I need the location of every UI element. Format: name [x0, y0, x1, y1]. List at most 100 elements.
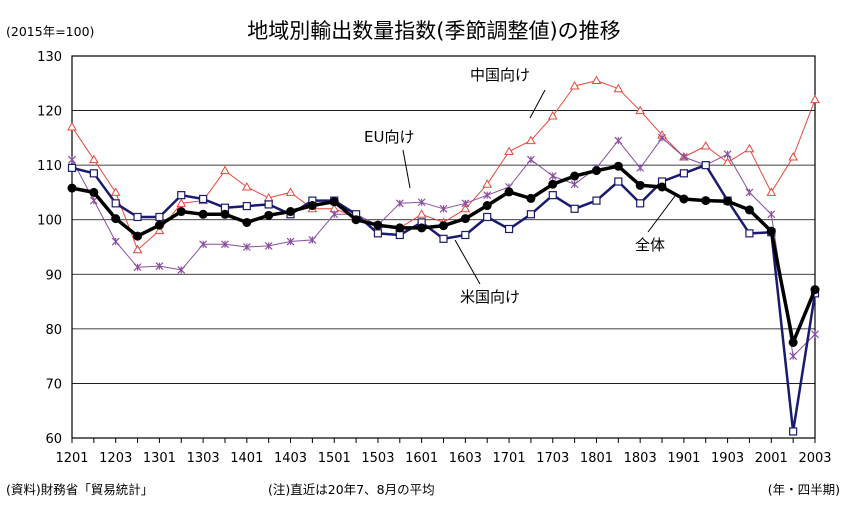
series-2: [67, 161, 820, 436]
y-tick-label: 100: [37, 214, 62, 229]
x-tick-label: 1303: [187, 451, 220, 466]
data-point: [679, 169, 688, 178]
leader-total: [647, 195, 676, 233]
data-point: [395, 199, 404, 208]
x-tick-label: 2001: [755, 451, 788, 466]
data-point: [788, 151, 799, 161]
data-point: [461, 199, 470, 208]
data-point: [111, 199, 120, 208]
data-point: [504, 187, 514, 197]
data-point: [242, 201, 251, 211]
data-point: [788, 338, 798, 347]
data-point: [483, 212, 492, 222]
data-point: [329, 197, 339, 207]
data-point: [635, 105, 646, 115]
data-point: [88, 154, 99, 164]
x-tick-label: 1503: [361, 451, 394, 466]
data-point: [810, 285, 820, 295]
data-point: [133, 231, 143, 241]
plot-frame: [71, 55, 816, 439]
y-tick-label: 120: [37, 105, 62, 120]
leader-eu: [402, 149, 411, 189]
x-tick-label: 1701: [493, 451, 526, 466]
data-point: [592, 196, 601, 205]
annotation-us: 米国向け: [460, 288, 520, 306]
data-point: [417, 223, 427, 233]
x-tick-label: 1501: [318, 451, 351, 466]
data-point: [89, 187, 99, 197]
data-point: [198, 209, 208, 219]
data-point: [132, 244, 143, 254]
data-point: [220, 165, 230, 175]
data-point: [89, 196, 98, 205]
x-tick-label: 1203: [99, 451, 132, 466]
data-point: [679, 153, 688, 161]
data-point: [700, 141, 711, 150]
series-3: [67, 161, 820, 347]
data-point: [744, 205, 754, 215]
data-point: [723, 150, 732, 159]
y-axis-ticks: 60 70 80 90 100 110 120 130: [37, 50, 62, 447]
data-point: [177, 265, 186, 274]
data-point: [154, 220, 164, 230]
x-tick-label: 1201: [55, 451, 88, 466]
data-point: [417, 198, 426, 207]
data-point: [460, 214, 470, 224]
data-point: [373, 220, 383, 230]
data-point: [67, 183, 77, 193]
data-point: [286, 207, 296, 217]
data-point: [439, 221, 448, 231]
data-point: [133, 263, 142, 272]
data-point: [351, 215, 361, 225]
data-point: [569, 81, 580, 90]
data-point: [111, 214, 121, 224]
data-point: [482, 201, 492, 211]
footnote: (注)直近は20年7、8月の平均: [268, 482, 435, 497]
data-point: [504, 224, 514, 234]
data-point: [635, 180, 645, 190]
data-point: [308, 235, 317, 244]
data-point: [154, 225, 165, 235]
data-point: [613, 161, 623, 171]
data-point: [416, 209, 427, 218]
data-point: [155, 262, 164, 271]
data-point: [745, 229, 754, 238]
data-point: [111, 237, 120, 246]
data-point: [744, 143, 755, 153]
chart-title: 地域別輸出数量指数(季節調整値)の推移: [247, 19, 620, 43]
data-point: [591, 75, 602, 85]
y-tick-label: 80: [45, 323, 62, 338]
data-point: [789, 352, 798, 361]
data-point: [461, 230, 470, 240]
x-tick-label: 1301: [143, 451, 176, 466]
y-tick-label: 110: [37, 159, 62, 174]
data-point: [155, 212, 164, 222]
data-point: [810, 94, 820, 104]
data-point: [526, 210, 536, 219]
data-point: [482, 179, 493, 188]
data-point: [220, 209, 230, 219]
y-tick-label: 60: [45, 432, 62, 447]
data-point: [701, 161, 710, 170]
data-point: [679, 194, 689, 204]
x-tick-label: 1803: [624, 451, 657, 466]
data-point: [89, 169, 98, 178]
x-tick-label: 1903: [711, 451, 744, 466]
data-point: [636, 199, 645, 208]
series-group: [67, 75, 820, 436]
data-point: [547, 111, 558, 120]
y-tick-label: 90: [45, 268, 62, 283]
data-point: [483, 191, 492, 200]
data-point: [614, 177, 623, 186]
data-point: [221, 240, 229, 249]
data-point: [723, 196, 733, 206]
data-point: [307, 201, 317, 211]
data-point: [613, 83, 624, 93]
leader-china: [529, 89, 546, 119]
data-point: [722, 157, 733, 166]
annotation-china: 中国向け: [470, 66, 530, 84]
x-tick-label: 2003: [798, 451, 831, 466]
data-point: [570, 180, 579, 189]
data-point: [701, 196, 711, 206]
